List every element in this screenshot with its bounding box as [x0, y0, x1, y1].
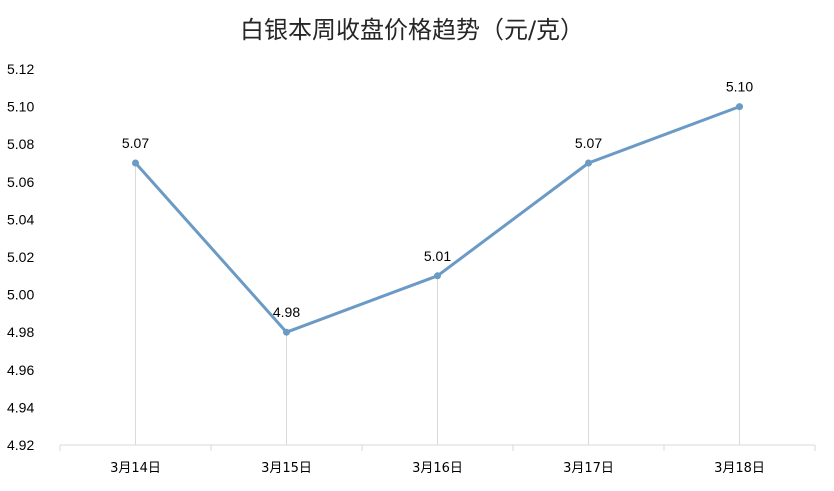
x-tick-label: 3月16日 — [412, 461, 463, 476]
y-tick-label: 4.94 — [7, 399, 34, 415]
data-point — [434, 272, 441, 280]
x-tick-label: 3月15日 — [261, 461, 312, 476]
x-tick-label: 3月17日 — [563, 461, 614, 476]
y-tick-label: 4.92 — [7, 437, 34, 453]
x-axis-ticks — [59, 445, 816, 451]
y-tick-label: 4.96 — [7, 362, 34, 378]
data-point — [736, 103, 743, 111]
series-markers — [132, 103, 743, 336]
drop-lines — [135, 106, 740, 445]
y-tick-label: 5.08 — [7, 136, 34, 152]
chart-title: 白银本周收盘价格趋势（元/克） — [240, 16, 584, 44]
data-label: 5.10 — [726, 79, 753, 95]
y-tick-label: 5.06 — [7, 174, 34, 190]
y-tick-label: 5.04 — [7, 211, 34, 227]
y-tick-label: 5.12 — [7, 61, 34, 77]
data-point — [585, 159, 592, 167]
data-labels: 5.07 4.98 5.01 5.07 5.10 — [122, 79, 753, 321]
data-point — [283, 328, 290, 336]
data-label: 5.07 — [575, 135, 602, 151]
data-label: 5.07 — [122, 135, 149, 151]
y-axis-tick-labels: 4.92 4.94 4.96 4.98 5.00 5.02 5.04 5.06 5.08 5.10… — [7, 61, 34, 453]
x-tick-label: 3月18日 — [714, 461, 765, 476]
y-tick-label: 4.98 — [7, 324, 34, 340]
data-label: 4.98 — [273, 304, 300, 320]
data-point — [132, 159, 139, 167]
x-tick-label: 3月14日 — [110, 461, 161, 476]
y-tick-label: 5.02 — [7, 249, 34, 265]
y-tick-label: 5.00 — [7, 287, 34, 303]
x-axis-tick-labels: 3月14日 3月15日 3月16日 3月17日 3月18日 — [110, 461, 765, 476]
y-tick-label: 5.10 — [7, 99, 34, 115]
data-label: 5.01 — [424, 248, 451, 264]
